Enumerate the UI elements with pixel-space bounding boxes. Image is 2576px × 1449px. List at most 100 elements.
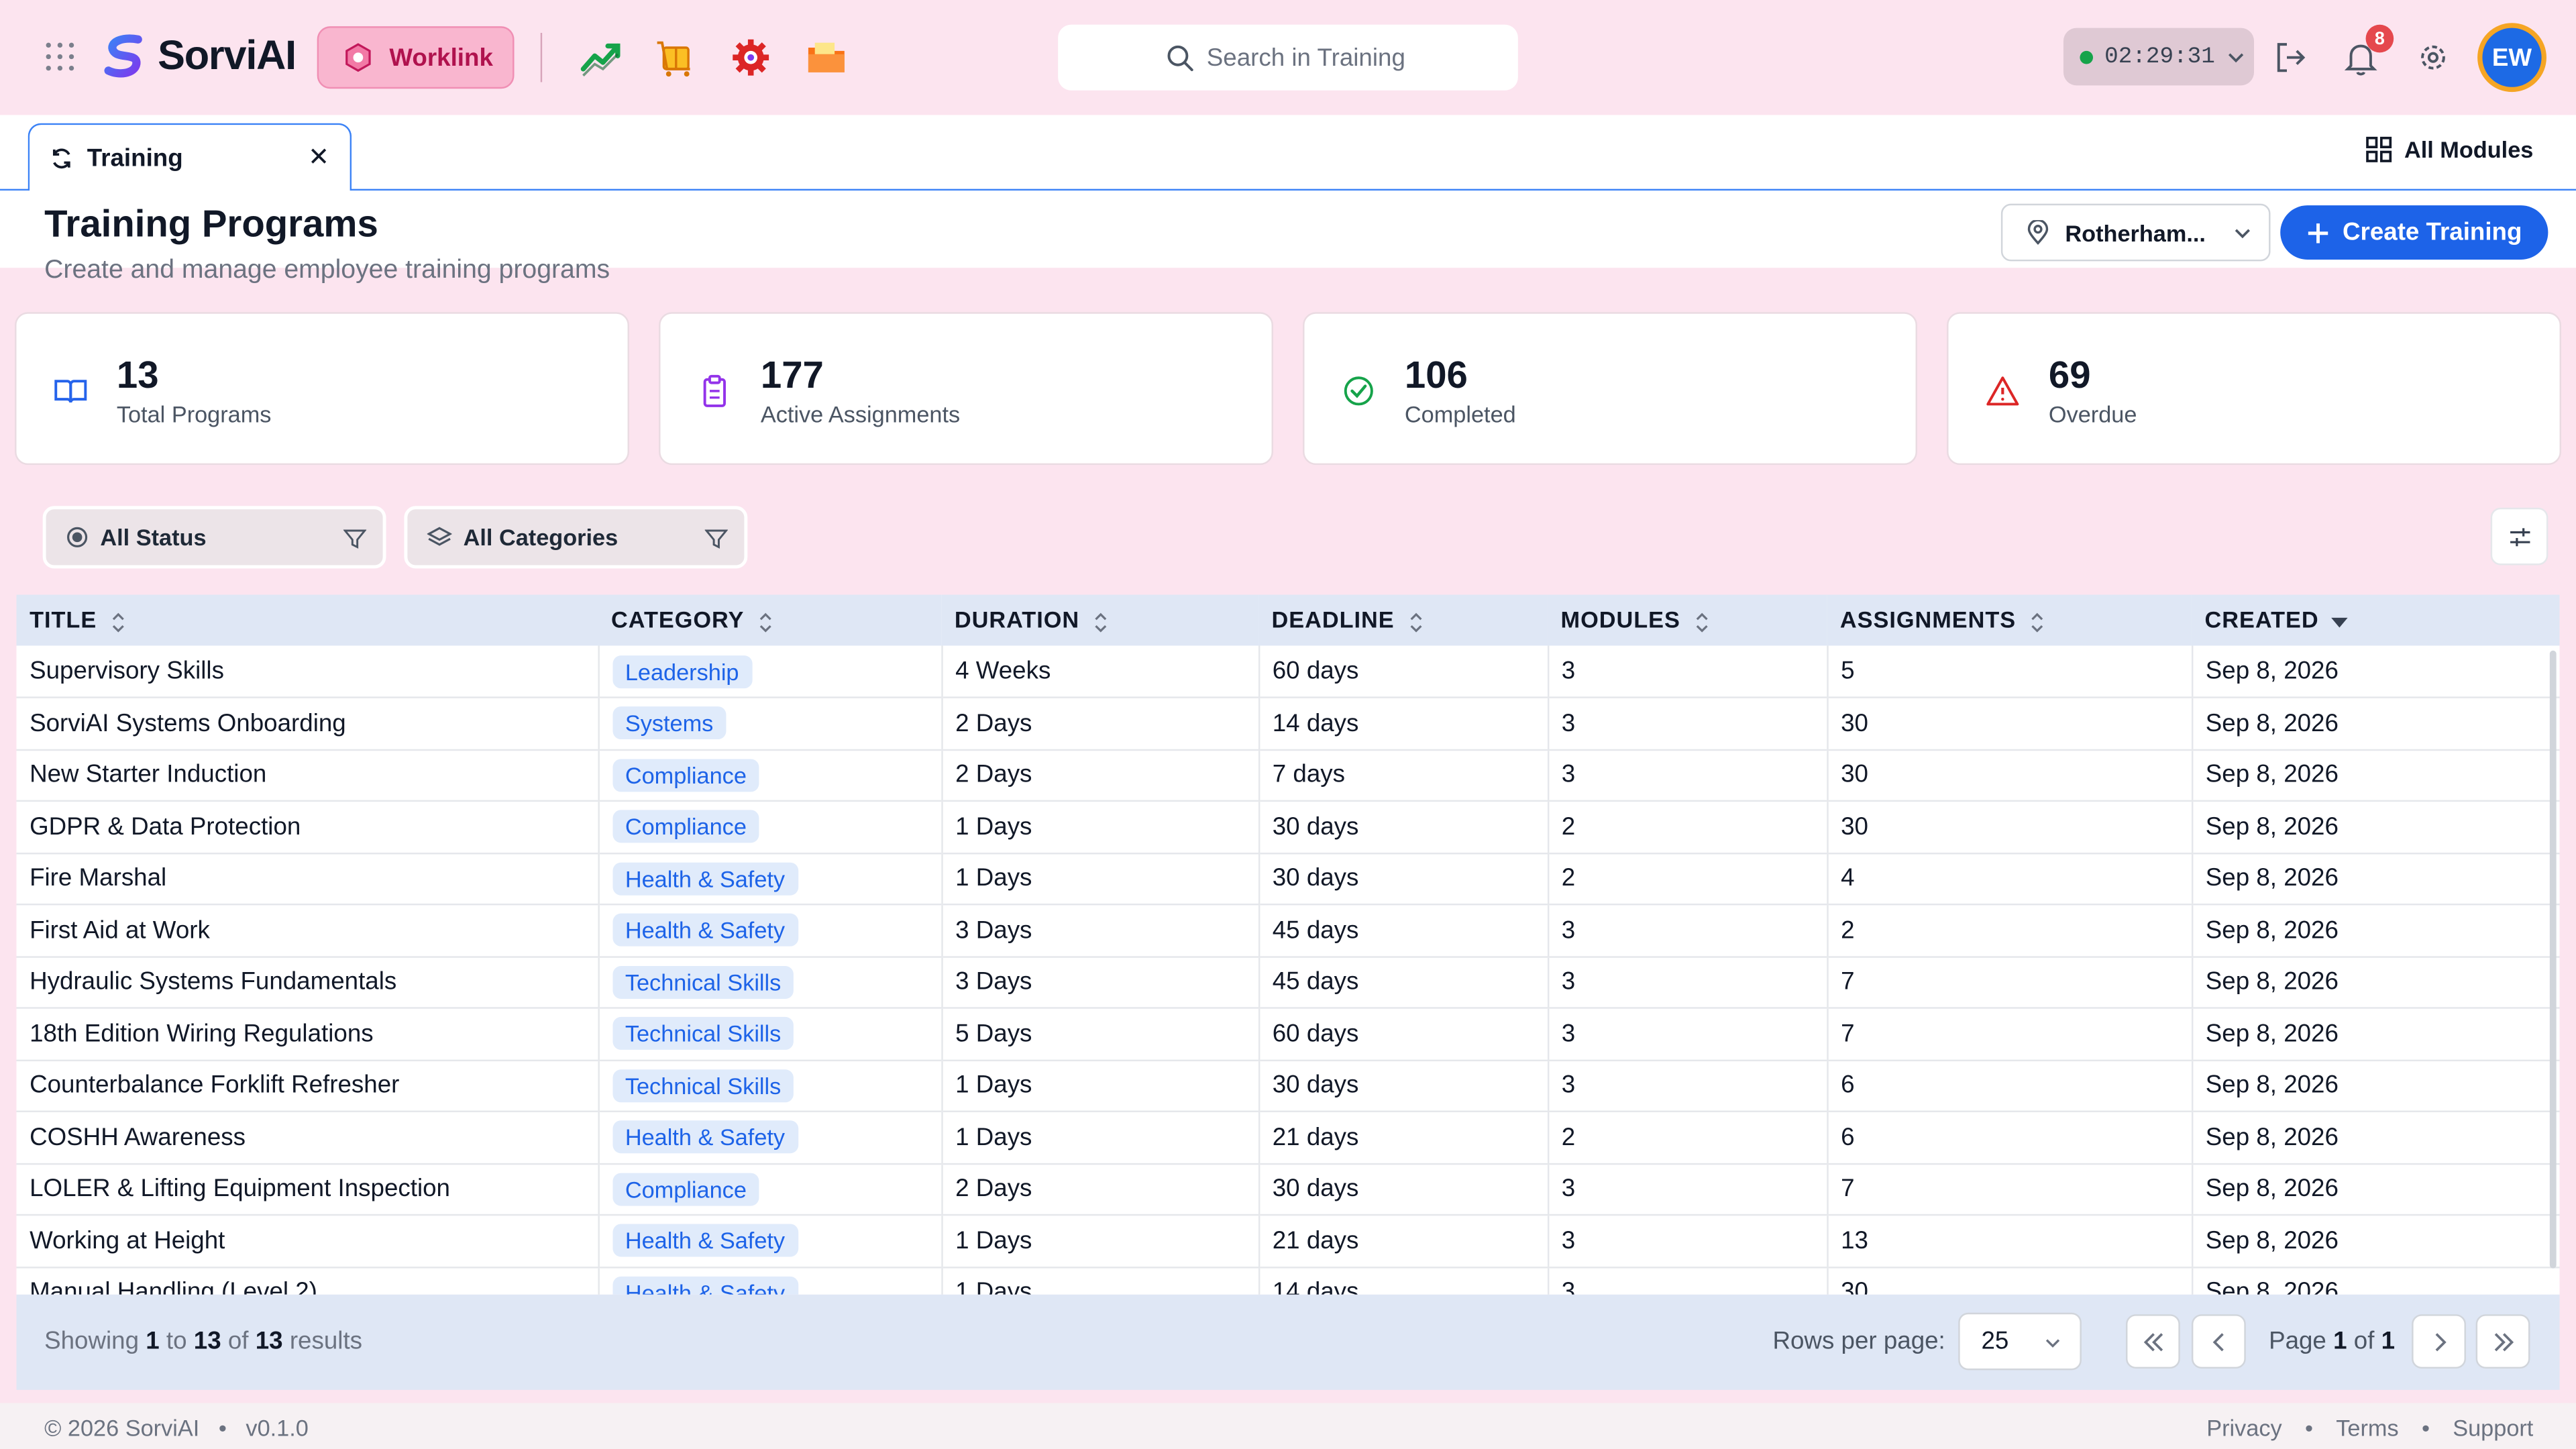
- stat-card-active-assignments: 177 Active Assignments: [659, 312, 1273, 466]
- gear-icon[interactable]: [2415, 40, 2451, 76]
- column-header-duration[interactable]: DURATION: [941, 595, 1258, 646]
- search-bar[interactable]: [1058, 24, 1518, 91]
- cell-duration: 3 Days: [941, 956, 1260, 1008]
- category-badge: Health & Safety: [612, 1276, 798, 1295]
- next-page-button[interactable]: [2412, 1314, 2466, 1369]
- rows-per-page-select[interactable]: 25: [1958, 1312, 2082, 1371]
- cell-deadline: 45 days: [1258, 904, 1549, 957]
- cell-modules: 3: [1547, 645, 1828, 698]
- status-filter[interactable]: All Status: [42, 506, 386, 569]
- table-row[interactable]: LOLER & Lifting Equipment Inspection Comp…: [16, 1163, 2560, 1216]
- column-header-modules[interactable]: MODULES: [1548, 595, 1827, 646]
- category-badge: Health & Safety: [612, 914, 798, 947]
- sliders-icon: [2509, 527, 2530, 546]
- page-indicator: Page 1 of 1: [2269, 1328, 2395, 1356]
- folder-icon[interactable]: [805, 36, 848, 79]
- clipboard-icon: [703, 374, 726, 407]
- column-header-category[interactable]: CATEGORY: [598, 595, 941, 646]
- column-header-title[interactable]: TITLE: [16, 595, 598, 646]
- create-training-label: Create Training: [2343, 218, 2522, 247]
- column-header-created[interactable]: CREATED: [2192, 595, 2560, 646]
- status-filter-label: All Status: [100, 524, 207, 551]
- table-row[interactable]: GDPR & Data Protection Compliance 1 Days 30…: [16, 800, 2560, 853]
- table-row[interactable]: Working at Height Health & Safety 1 Days 21…: [16, 1215, 2560, 1267]
- tab-training[interactable]: Training: [28, 123, 352, 193]
- pagination-bar: Showing 1 to 13 of 13 results Rows per p…: [16, 1294, 2560, 1390]
- table-row[interactable]: First Aid at Work Health & Safety 3 Days 45…: [16, 904, 2560, 957]
- divider: [540, 32, 543, 83]
- privacy-link[interactable]: Privacy: [2206, 1414, 2282, 1441]
- table-row[interactable]: Supervisory Skills Leadership 4 Weeks 60 da…: [16, 645, 2560, 698]
- support-link[interactable]: Support: [2453, 1414, 2534, 1441]
- stat-card-completed: 106 Completed: [1303, 312, 1917, 466]
- cell-created: Sep 8, 2026: [2205, 761, 2339, 790]
- table-scrollbar[interactable]: [2549, 650, 2557, 1269]
- table-row[interactable]: SorviAI Systems Onboarding Systems 2 Days 1…: [16, 697, 2560, 749]
- stat-card-overdue: 69 Overdue: [1947, 312, 2561, 466]
- stat-value: 13: [116, 353, 159, 396]
- cell-assignments: 4: [1827, 853, 2193, 905]
- column-header-deadline[interactable]: DEADLINE: [1258, 595, 1548, 646]
- cell-deadline: 21 days: [1258, 1215, 1549, 1267]
- cell-category: Technical Skills: [598, 956, 943, 1008]
- stat-label: Overdue: [2048, 400, 2137, 427]
- terms-link[interactable]: Terms: [2336, 1414, 2399, 1441]
- page-title: Training Programs: [44, 202, 378, 245]
- user-avatar[interactable]: EW: [2477, 23, 2546, 93]
- cell-modules: 3: [1547, 1059, 1828, 1112]
- first-page-button[interactable]: [2126, 1314, 2180, 1369]
- column-header-label: ASSIGNMENTS: [1839, 606, 2017, 633]
- separator: •: [205, 1414, 239, 1441]
- table-row[interactable]: Counterbalance Forklift Refresher Technic…: [16, 1059, 2560, 1112]
- location-label: Rotherham...: [2065, 219, 2206, 246]
- table-row[interactable]: Manual Handling (Level 2) Health & Safety…: [16, 1267, 2559, 1295]
- notification-badge: 8: [2365, 24, 2394, 53]
- category-badge: Compliance: [612, 1172, 760, 1205]
- last-page-button[interactable]: [2475, 1314, 2530, 1369]
- cell-modules: 3: [1547, 904, 1828, 957]
- search-input[interactable]: [1206, 43, 1411, 72]
- table-row[interactable]: COSHH Awareness Health & Safety 1 Days 21 d…: [16, 1111, 2560, 1163]
- footer: © 2026 SorviAI • v0.1.0 Privacy • Terms …: [0, 1403, 2576, 1449]
- cell-assignments: 13: [1827, 1215, 2193, 1267]
- table-row[interactable]: 18th Edition Wiring Regulations Technical…: [16, 1008, 2560, 1060]
- warning-icon: [1986, 376, 2019, 406]
- separator: •: [2421, 1414, 2430, 1441]
- column-settings-button[interactable]: [2490, 507, 2548, 566]
- settings-gear-icon[interactable]: [729, 36, 772, 79]
- app-grid-icon[interactable]: [46, 42, 76, 72]
- cell-modules: 3: [1547, 1163, 1828, 1216]
- logo[interactable]: SorviAI: [99, 30, 297, 82]
- bell-icon[interactable]: [2343, 40, 2379, 76]
- column-header-assignments[interactable]: ASSIGNMENTS: [1827, 595, 2192, 646]
- worklink-button[interactable]: Worklink: [317, 26, 515, 89]
- location-select[interactable]: Rotherham...: [2000, 203, 2271, 262]
- cell-modules: 2: [1547, 853, 1828, 905]
- category-filter[interactable]: All Categories: [404, 506, 748, 569]
- package-icon[interactable]: [654, 36, 697, 79]
- table-row[interactable]: Fire Marshal Health & Safety 1 Days 30 days…: [16, 853, 2560, 905]
- cell-assignments: 30: [1827, 697, 2193, 749]
- cell-modules: 3: [1547, 1267, 1828, 1295]
- all-modules-button[interactable]: All Modules: [2367, 136, 2533, 162]
- cell-deadline: 30 days: [1258, 1163, 1549, 1216]
- table-row[interactable]: Hydraulic Systems Fundamentals Technical …: [16, 956, 2560, 1008]
- table-row[interactable]: New Starter Induction Compliance 2 Days 7 d…: [16, 749, 2560, 801]
- category-badge: Health & Safety: [612, 1224, 798, 1258]
- previous-page-button[interactable]: [2191, 1314, 2246, 1369]
- category-filter-label: All Categories: [463, 524, 619, 551]
- close-icon[interactable]: [307, 145, 330, 168]
- range-to: 13: [193, 1327, 221, 1356]
- refresh-icon: [52, 148, 70, 168]
- cell-duration: 1 Days: [941, 1267, 1260, 1295]
- cell-category: Systems: [598, 697, 943, 749]
- logout-icon[interactable]: [2272, 40, 2308, 76]
- map-pin-icon: [2027, 220, 2049, 245]
- cell-modules: 3: [1547, 697, 1828, 749]
- trending-up-icon[interactable]: [580, 36, 623, 79]
- cell-created: Sep 8, 2026: [2205, 657, 2339, 686]
- rows-per-page-value: 25: [1981, 1327, 2009, 1356]
- cell-created: Sep 8, 2026: [2205, 1123, 2339, 1152]
- create-training-button[interactable]: Create Training: [2280, 205, 2548, 260]
- session-timer[interactable]: 02:29:31: [2063, 28, 2255, 86]
